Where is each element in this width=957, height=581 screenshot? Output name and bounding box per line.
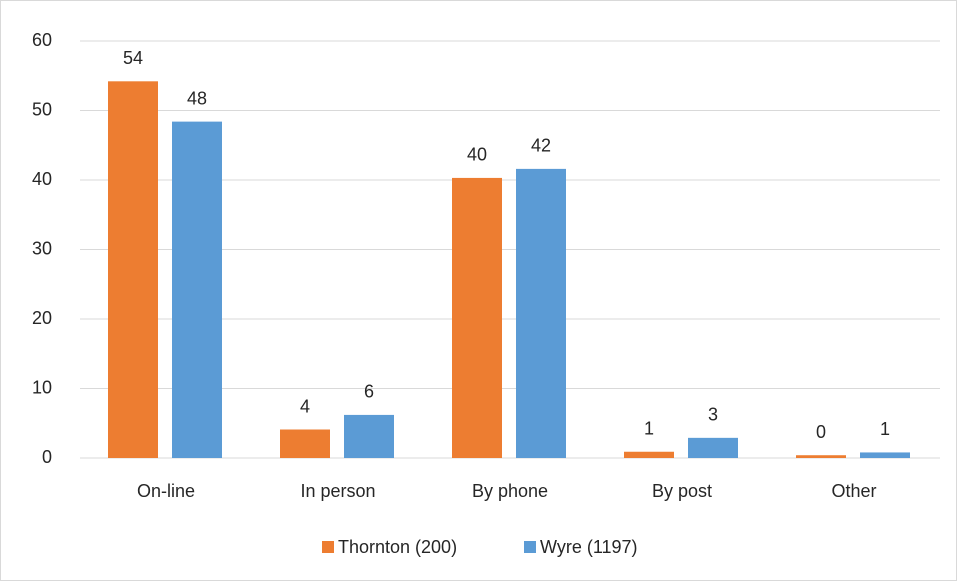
y-tick-label: 10 (32, 377, 52, 397)
data-label: 40 (467, 145, 487, 165)
bar (796, 455, 846, 458)
data-label: 54 (123, 48, 143, 68)
y-tick-label: 30 (32, 238, 52, 258)
x-tick-label: By post (652, 481, 712, 501)
data-label: 48 (187, 88, 207, 108)
y-tick-label: 0 (42, 447, 52, 467)
data-label: 4 (300, 396, 310, 416)
data-label: 6 (364, 382, 374, 402)
x-tick-label: In person (300, 481, 375, 501)
bar (452, 177, 502, 459)
y-tick-label: 40 (32, 169, 52, 189)
data-label: 3 (708, 405, 718, 425)
legend-label: Thornton (200) (338, 537, 457, 557)
legend-swatch (524, 541, 536, 553)
x-tick-label: On-line (137, 481, 195, 501)
bar (688, 437, 738, 458)
data-label: 1 (644, 418, 654, 438)
data-label: 0 (816, 422, 826, 442)
bar (344, 414, 394, 458)
y-tick-label: 50 (32, 99, 52, 119)
bar (280, 429, 330, 458)
bar (860, 452, 910, 458)
data-label: 1 (880, 419, 890, 439)
bar (624, 451, 674, 458)
y-tick-label: 60 (32, 30, 52, 50)
legend-label: Wyre (1197) (540, 537, 638, 557)
bar (516, 168, 566, 458)
bar (172, 121, 222, 459)
bar (108, 81, 158, 458)
data-label: 42 (531, 136, 551, 156)
x-tick-label: By phone (472, 481, 548, 501)
legend-swatch (322, 541, 334, 553)
y-tick-label: 20 (32, 308, 52, 328)
x-tick-label: Other (831, 481, 876, 501)
